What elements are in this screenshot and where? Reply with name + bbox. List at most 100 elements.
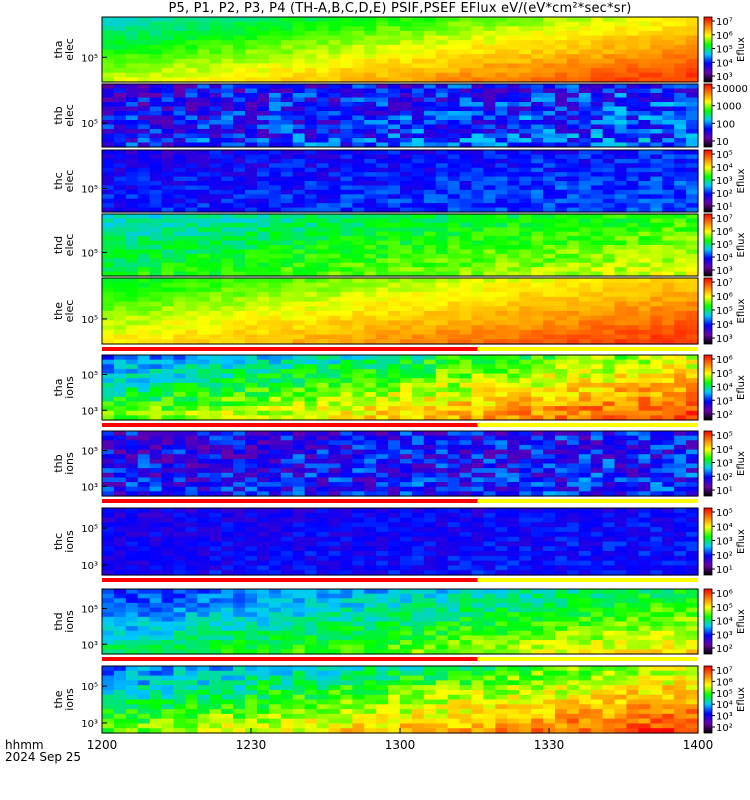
spectrogram-cell [638,387,651,393]
spectrogram-cell [268,26,282,32]
spectrogram-cell [245,267,258,273]
spectrogram-cell [328,396,341,403]
spectrogram-cell [543,240,556,246]
spectrogram-cell [507,329,520,336]
spectrogram-cell [292,463,306,469]
spectrogram-cell [113,185,127,191]
spectrogram-cell [245,129,258,135]
spectrogram-cell [614,231,628,237]
spectrogram-cell [245,167,258,173]
spectrogram-cell [554,97,568,103]
spectrogram-cell [507,63,520,69]
spectrogram-cell [435,214,449,220]
spectrogram-cell [590,58,604,65]
spectrogram-cell [388,315,401,322]
spectrogram-cell [447,406,461,412]
spectrogram-cell [256,77,270,83]
spectrogram-cell [471,218,485,224]
spectrogram-cell [328,203,341,209]
spectrogram-cell [256,115,270,121]
spectrogram-cell [435,115,449,121]
spectrogram-cell [674,218,687,224]
spectrogram-cell [459,181,473,187]
spectrogram-cell [471,68,485,74]
spectrogram-cell [149,271,163,277]
spectrogram-cell [221,315,234,322]
spectrogram-cell [388,106,401,112]
spectrogram-cell [137,181,151,187]
spectrogram-cell [209,396,222,403]
spectrogram-cell [686,21,699,27]
spectrogram-cell [221,181,234,187]
spectrogram-cell [197,245,210,251]
spectrogram-cell [674,278,687,284]
spectrogram-cell [149,440,163,446]
spectrogram-cell [662,58,675,65]
spectrogram-cell [197,142,210,148]
spectrogram-cell [197,440,210,446]
spectrogram-cell [531,102,544,108]
spectrogram-cell [125,396,139,403]
spectrogram-cell [674,396,687,403]
spectrogram-cell [304,49,318,55]
spectrogram-cell [268,150,282,156]
spectrogram-cell [268,189,282,195]
spectrogram-cell [388,189,401,195]
spectrogram-cell [388,364,401,370]
spectrogram-cell [626,227,639,233]
spectrogram-cell [197,296,210,303]
spectrogram-cell [256,249,270,255]
spectrogram-cell [137,296,151,303]
spectrogram-cell [543,415,556,421]
spectrogram-cell [519,329,532,336]
spectrogram-cell [507,172,520,178]
spectrogram-cell [173,440,187,446]
spectrogram-cell [423,185,437,191]
spectrogram-cell [352,486,365,492]
spectrogram-cell [233,185,246,191]
spectrogram-cell [507,267,520,273]
spectrogram-cell [590,63,604,69]
spectrogram-cell [233,203,246,209]
spectrogram-cell [245,387,258,393]
spectrogram-cell [149,207,163,213]
spectrogram-cell [185,378,198,384]
spectrogram-cell [221,203,234,209]
spectrogram-cell [221,124,234,130]
spectrogram-cell [328,138,341,144]
spectrogram-cell [471,282,485,289]
spectrogram-cell [400,415,413,421]
spectrogram-cell [233,334,246,340]
spectrogram-cell [578,133,592,139]
spectrogram-cell [626,249,639,255]
spectrogram-cell [459,458,473,465]
spectrogram-cell [650,21,663,27]
spectrogram-cell [602,253,616,259]
spectrogram-cell [507,129,520,135]
spectrogram-cell [519,311,532,317]
spectrogram-cell [388,30,401,37]
spectrogram-cell [256,339,270,345]
spectrogram-cell [125,253,139,259]
spectrogram-cell [197,278,210,284]
spectrogram-cell [423,355,437,361]
spectrogram-cell [340,77,353,83]
spectrogram-cell [233,21,246,27]
spectrogram-cell [149,245,163,251]
spectrogram-cell [638,111,651,117]
spectrogram-cell [280,240,294,246]
spectrogram-cell [185,334,198,340]
spectrogram-cell [566,249,580,255]
spectrogram-cell [507,133,520,139]
spectrogram-cell [543,227,556,233]
spectrogram-cell [292,477,306,483]
spectrogram-cell [411,482,425,488]
spectrogram-cell [554,301,568,307]
spectrogram-cell [292,214,306,220]
spectrogram-cell [125,477,139,483]
spectrogram-cell [423,163,437,169]
spectrogram-cell [519,115,532,121]
spectrogram-cell [376,129,389,135]
spectrogram-cell [292,387,306,393]
spectrogram-cell [364,35,377,41]
